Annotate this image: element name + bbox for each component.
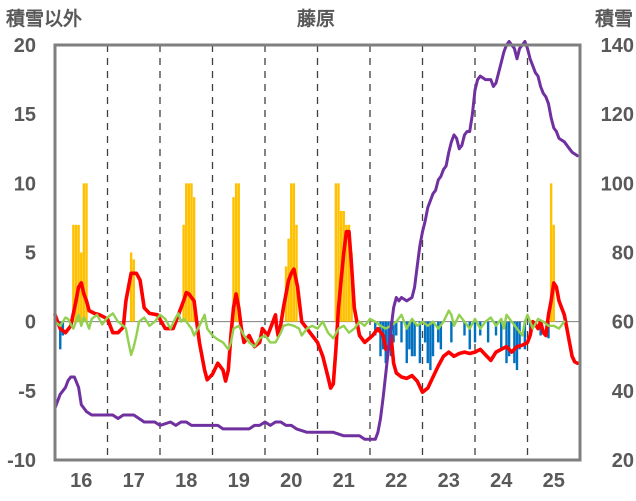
vertical-gridlines: [106, 45, 529, 460]
negative-bar: [59, 321, 62, 350]
x-axis-ticks: 16 17 18 19 20 21 22 23 24 25: [70, 470, 565, 492]
left-tick-label: 0: [25, 312, 36, 334]
negative-bar: [408, 321, 411, 350]
left-tick-label: -10: [7, 450, 36, 472]
positive-bar: [234, 183, 238, 322]
negative-bar: [387, 321, 390, 350]
right-tick-label: 80: [612, 243, 634, 265]
negative-bar: [392, 321, 395, 343]
plot-frame: [53, 43, 582, 462]
positive-bar: [292, 183, 296, 322]
right-tick-label: 120: [601, 104, 634, 126]
negative-bar: [513, 321, 516, 364]
negative-bar: [439, 321, 443, 350]
negative-bar: [468, 321, 471, 350]
positive-bar: [347, 224, 351, 322]
x-tick-label: 25: [543, 470, 565, 492]
negative-bar: [494, 321, 498, 336]
positive-bar: [552, 224, 555, 322]
negative-bar: [423, 321, 427, 343]
negative-bar: [426, 321, 429, 364]
red-line: [53, 229, 580, 394]
positive-bar: [232, 197, 235, 322]
positive-bar: [132, 259, 135, 322]
right-tick-label: 140: [601, 35, 634, 57]
x-tick-label: 16: [70, 470, 92, 492]
x-tick-label: 24: [490, 470, 513, 492]
left-tick-label: 20: [14, 35, 36, 57]
positive-bar: [187, 183, 191, 322]
x-tick-label: 18: [175, 470, 197, 492]
negative-bar: [410, 321, 414, 357]
x-tick-label: 23: [438, 470, 460, 492]
positive-bar: [82, 183, 86, 322]
negative-bar: [463, 321, 466, 336]
positive-bar: [290, 183, 293, 322]
positive-bar: [182, 224, 185, 322]
left-tick-label: 10: [14, 173, 36, 195]
negative-bar: [431, 321, 435, 357]
left-tick-label: -5: [18, 381, 36, 403]
left-tick-label: 15: [14, 104, 36, 126]
positive-bar: [72, 224, 75, 322]
positive-bar: [345, 224, 348, 322]
green-line: [53, 309, 566, 357]
negative-bar: [500, 321, 503, 350]
right-axis-ticks: 140 120 100 80 60 40 20: [601, 35, 634, 472]
negative-bar: [547, 321, 550, 339]
negative-bar: [405, 321, 408, 364]
right-axis-label: 積雪: [595, 7, 633, 30]
negative-bar: [507, 321, 511, 357]
left-tick-label: 5: [25, 243, 36, 265]
negative-bar: [437, 321, 440, 343]
negative-bar: [518, 321, 521, 350]
right-tick-label: 60: [612, 312, 634, 334]
x-tick-label: 20: [280, 470, 302, 492]
negative-bar: [429, 321, 432, 371]
negative-bar: [413, 321, 416, 357]
left-axis-label: 積雪以外: [6, 7, 82, 30]
positive-bar: [237, 183, 240, 322]
series-lines: [53, 40, 580, 441]
negative-bar: [523, 321, 527, 350]
right-tick-label: 20: [612, 450, 634, 472]
positive-bar: [129, 252, 133, 322]
negative-bar: [418, 321, 422, 364]
negative-bar: [505, 321, 508, 364]
positive-bar: [192, 197, 196, 322]
negative-bar: [395, 321, 398, 336]
x-tick-label: 22: [385, 470, 407, 492]
left-axis-ticks: 20 15 10 5 0 -5 -10: [7, 35, 36, 472]
positive-bar: [77, 224, 80, 322]
chart-title: 藤原: [297, 7, 335, 30]
positive-bar: [334, 183, 338, 322]
positive-bar: [190, 183, 193, 322]
negative-bar: [450, 321, 453, 343]
positive-bar: [337, 183, 340, 322]
positive-bar: [549, 183, 553, 322]
negative-bar: [374, 321, 377, 336]
x-tick-label: 17: [123, 470, 145, 492]
negative-bar: [473, 321, 477, 343]
right-tick-label: 100: [601, 173, 634, 195]
x-tick-label: 21: [333, 470, 355, 492]
negative-bars: [59, 321, 550, 371]
right-tick-label: 40: [612, 381, 634, 403]
x-tick-label: 19: [228, 470, 250, 492]
negative-bar: [379, 321, 382, 357]
negative-bar: [486, 321, 490, 343]
positive-bar: [85, 183, 88, 322]
positive-bar: [74, 224, 78, 322]
negative-bar: [400, 321, 403, 343]
positive-bar: [185, 183, 188, 322]
purple-line: [53, 40, 579, 441]
